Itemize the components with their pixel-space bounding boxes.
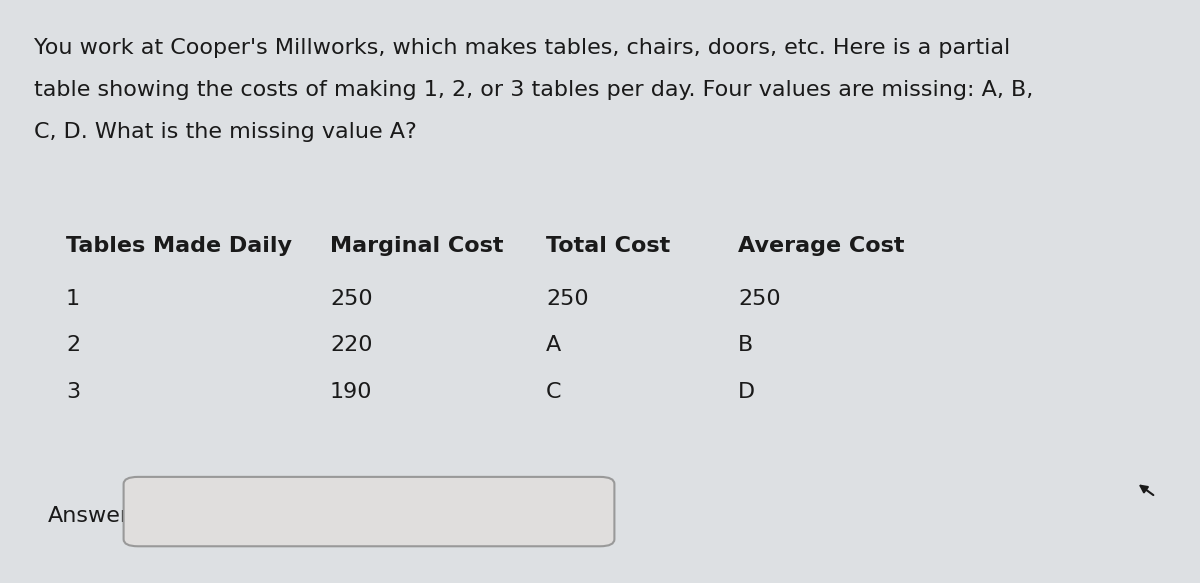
Text: Tables Made Daily: Tables Made Daily [66,236,292,256]
Text: Total Cost: Total Cost [546,236,671,256]
FancyBboxPatch shape [124,477,614,546]
Text: 1: 1 [66,289,80,308]
Text: D: D [738,382,755,402]
Text: 250: 250 [330,289,373,308]
Text: Average Cost: Average Cost [738,236,905,256]
Text: 250: 250 [738,289,781,308]
Text: C, D. What is the missing value A?: C, D. What is the missing value A? [34,122,416,142]
Text: 190: 190 [330,382,372,402]
Text: A: A [546,335,562,355]
Text: Marginal Cost: Marginal Cost [330,236,504,256]
Text: B: B [738,335,754,355]
Text: Answer:: Answer: [48,506,137,526]
Text: 220: 220 [330,335,372,355]
Text: 250: 250 [546,289,589,308]
Text: table showing the costs of making 1, 2, or 3 tables per day. Four values are mis: table showing the costs of making 1, 2, … [34,80,1033,100]
Text: C: C [546,382,562,402]
Text: You work at Cooper's Millworks, which makes tables, chairs, doors, etc. Here is : You work at Cooper's Millworks, which ma… [34,38,1010,58]
Text: 3: 3 [66,382,80,402]
Text: 2: 2 [66,335,80,355]
